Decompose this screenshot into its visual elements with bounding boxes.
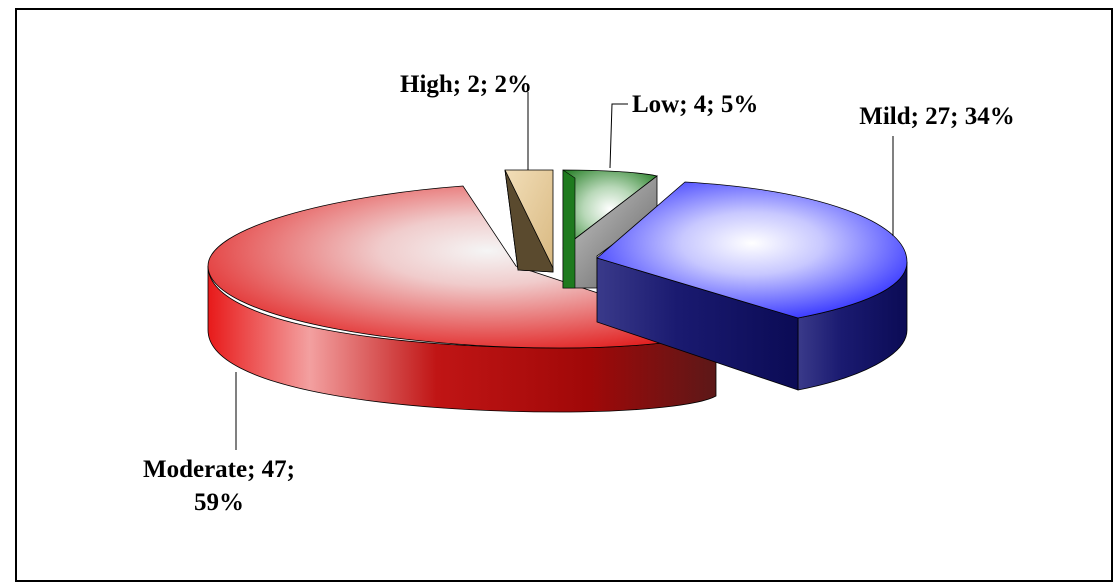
leader-low	[609, 103, 628, 169]
slice-moderate-top	[207, 185, 718, 349]
slice-high-side	[504, 169, 554, 273]
slice-mild-top	[596, 181, 908, 319]
slice-moderate	[207, 185, 718, 413]
slice-mild	[596, 181, 908, 391]
slice-low-front	[562, 169, 576, 289]
label-moderate-line1: Moderate; 47;	[143, 456, 295, 483]
label-low: Low; 4; 5%	[632, 91, 758, 118]
slice-moderate-side	[207, 265, 717, 413]
slice-low	[562, 169, 658, 289]
label-high: High; 2; 2%	[400, 71, 532, 98]
label-moderate-line2: 59%	[194, 489, 244, 516]
label-mild: Mild; 27; 34%	[859, 103, 1015, 130]
slice-high	[504, 169, 554, 273]
